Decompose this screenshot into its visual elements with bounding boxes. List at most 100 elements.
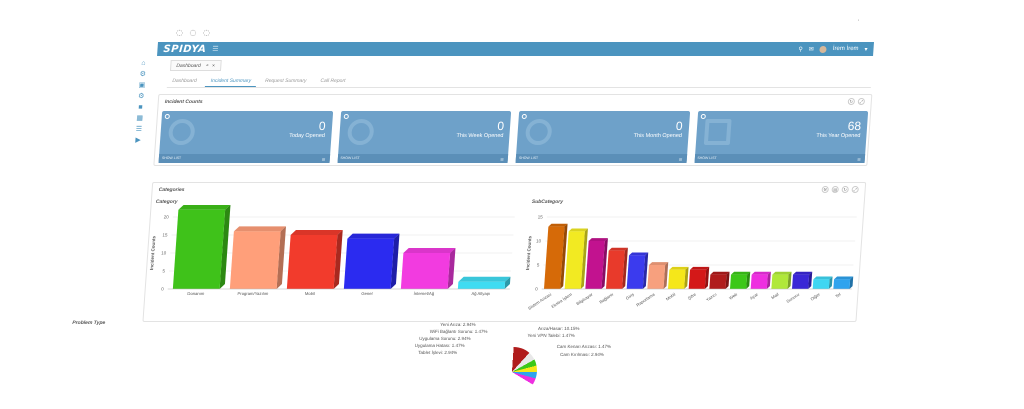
home-icon[interactable]: ⌂ (141, 60, 146, 67)
pie-label: Cam Kırılması: 2.94% (559, 352, 605, 357)
chart-bar[interactable] (400, 248, 456, 289)
list-icon: ☰ (500, 157, 504, 162)
show-list-link[interactable]: SHOW LIST (694, 154, 866, 163)
chart-bar[interactable] (812, 276, 833, 290)
show-list-link[interactable]: SHOW LIST (337, 154, 509, 163)
category-bar-chart: 0 5 10 15 20 Incident Counts Donanım Program/Ya… (149, 205, 515, 296)
bar-top (347, 233, 400, 239)
topbar-actions: ⚲ ✉ İrem İrem ▾ (798, 45, 868, 53)
bar-side (622, 247, 628, 289)
chart-bar[interactable] (544, 223, 568, 290)
stat-card-year[interactable]: 68 This Year Opened SHOW LIST ☰ (694, 111, 869, 163)
bar-front (668, 269, 686, 290)
bar-side (390, 233, 400, 289)
chart-bar[interactable] (647, 262, 669, 289)
bar-front (564, 231, 585, 289)
refresh-icon[interactable]: ↻ (847, 98, 856, 105)
chart-bar[interactable] (606, 247, 628, 289)
user-name[interactable]: İrem İrem (832, 46, 859, 52)
bar-top (834, 276, 854, 280)
chart-bar[interactable] (172, 205, 231, 289)
bar-front (457, 281, 506, 290)
bar-front (688, 269, 707, 290)
chart-bar[interactable] (457, 276, 511, 290)
bar-top (233, 226, 286, 232)
x-tick-label: Diğer (810, 291, 822, 301)
chart-bar[interactable] (688, 266, 710, 290)
bar-top (588, 238, 608, 241)
refresh-icon[interactable]: ↻ (841, 186, 849, 193)
expand-icon[interactable]: ▶ (135, 137, 142, 144)
app-logo[interactable]: SPIDYA (163, 43, 207, 55)
bar-side (849, 276, 854, 289)
stat-label: This Week Opened (456, 133, 504, 139)
stat-value: 68 (847, 119, 862, 133)
calendar-icon (700, 114, 706, 119)
chart-bar[interactable] (626, 252, 649, 289)
close-icon[interactable]: × (211, 62, 216, 69)
chart-bar[interactable] (771, 271, 792, 289)
folder-icon[interactable]: ■ (138, 104, 143, 111)
chart-bar[interactable] (792, 271, 813, 289)
bar-top (290, 230, 343, 235)
bar-top (731, 271, 751, 275)
chevron-down-icon[interactable]: ▾ (864, 46, 868, 53)
subtab-incident-summary[interactable]: Incident Summary (205, 76, 257, 87)
chart-bar[interactable] (564, 228, 588, 289)
wrench-icon[interactable]: ⚒ (821, 186, 829, 193)
x-tick-label: Donanım (187, 291, 205, 296)
bar-side (447, 248, 456, 289)
subtab-call-report[interactable]: Call Report (320, 78, 346, 84)
bar-front (812, 279, 830, 290)
gear-icon[interactable]: ⚙ (137, 93, 145, 100)
bar-top (458, 276, 511, 282)
stat-card-week[interactable]: 0 This Week Opened SHOW LIST ☰ (337, 111, 512, 163)
show-list-link[interactable]: SHOW LIST (515, 154, 687, 163)
stat-value: 0 (318, 119, 327, 133)
chart-bar[interactable] (343, 233, 400, 289)
chart-bar[interactable] (833, 276, 854, 290)
subtab-request-summary[interactable]: Request Summary (264, 78, 307, 84)
subtab-bar: Dashboard Incident Summary Request Summa… (167, 76, 351, 87)
show-list-link[interactable]: SHOW LIST (158, 154, 330, 163)
mail-icon[interactable]: ✉ (808, 46, 814, 53)
save-icon[interactable]: ▤ (831, 186, 839, 193)
avatar[interactable] (819, 45, 828, 53)
fullscreen-icon[interactable]: ⤢ (857, 98, 866, 105)
bar-front (606, 250, 625, 289)
hamburger-menu-icon[interactable]: ☰ (212, 46, 219, 53)
chart-bar[interactable] (286, 230, 343, 289)
chart-bar[interactable] (668, 266, 689, 290)
search-icon[interactable]: ⚲ (798, 46, 803, 53)
stat-card-month[interactable]: 0 This Month Opened SHOW LIST ☰ (515, 111, 690, 163)
pin-icon[interactable]: ⚬ (204, 62, 210, 69)
calendar-icon[interactable]: ▦ (136, 115, 144, 122)
pie-label: Arıza/Hasar: 10.15% (537, 326, 580, 331)
bar-top (669, 266, 689, 270)
chart-bar[interactable] (585, 238, 608, 289)
x-tick-label: Sistem Arizasi (527, 292, 552, 311)
chart-bar[interactable] (730, 271, 751, 289)
bar-side (725, 271, 730, 289)
bar-side (580, 228, 588, 289)
x-tick-label: Mail (770, 292, 779, 301)
incident-icon[interactable]: ⚙ (139, 71, 147, 78)
y-axis-label: Incident Counts (149, 236, 156, 270)
tab-dashboard[interactable]: Dashboard ⚬ × (169, 60, 222, 71)
panel-title: Categories (158, 187, 185, 193)
list-icon[interactable]: ☰ (135, 126, 143, 133)
bar-top (568, 228, 588, 232)
monitor-icon[interactable]: ▣ (138, 82, 146, 89)
x-tick-label: Sunucu (785, 291, 800, 304)
stat-card-today[interactable]: 0 Today Opened SHOW LIST ☰ (158, 111, 333, 163)
fullscreen-icon[interactable]: ⤢ (851, 186, 859, 193)
panel-actions: ⚒ ▤ ↻ ⤢ (821, 186, 859, 193)
clock-icon (343, 114, 349, 119)
categories-panel: Categories ⚒ ▤ ↻ ⤢ Category 0 5 10 15 20 Inci… (142, 182, 867, 322)
chart-bar[interactable] (709, 271, 730, 289)
chart-bar[interactable] (229, 226, 286, 289)
chart-bar[interactable] (750, 271, 771, 289)
window-controls: ◌ ◌ ◌ (176, 28, 213, 37)
subtab-dashboard[interactable]: Dashboard (172, 78, 197, 84)
y-tick-label: 10 (161, 251, 167, 256)
